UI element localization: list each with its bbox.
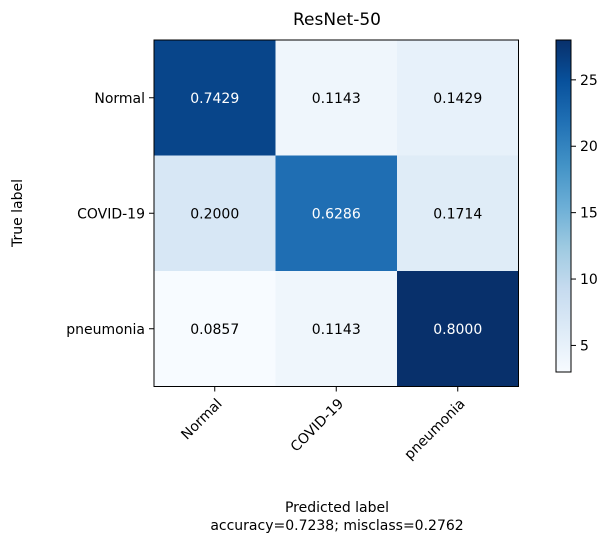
colorbar-tick-label: 10: [580, 272, 598, 288]
heatmap-cell: [154, 155, 276, 271]
chart-title: ResNet-50: [293, 10, 381, 30]
y-tick-label: Normal: [94, 91, 145, 107]
heatmap-cell: [275, 155, 397, 271]
heatmap-cell: [275, 271, 397, 387]
colorbar-tick-label: 5: [580, 338, 589, 354]
colorbar-gradient: [555, 39, 572, 373]
cell-value-label: 0.1143: [312, 91, 361, 107]
x-axis-label: Predicted label: [285, 500, 389, 516]
cell-value-label: 0.1429: [433, 91, 482, 107]
heatmap-cells: 0.7429 0.1143 0.1429 0.2000 0.6286 0.1714 0.08…: [153, 39, 519, 387]
cell-value-label: 0.6286: [312, 206, 361, 222]
x-tick-label: pneumonia: [402, 396, 469, 463]
cell-value-label: 0.1143: [312, 322, 361, 338]
cell-value-label: 0.7429: [190, 91, 239, 107]
x-tick-label: Normal: [178, 396, 225, 443]
heatmap-cell: [154, 271, 276, 387]
colorbar: 5 10 15 20 25: [555, 39, 598, 373]
cell-value-label: 0.8000: [433, 322, 482, 338]
y-tick-label: COVID-19: [77, 206, 145, 222]
colorbar-tick-label: 15: [580, 206, 598, 222]
heatmap-cell: [275, 40, 397, 156]
heatmap-cell: [397, 271, 519, 387]
accuracy-summary: accuracy=0.7238; misclass=0.2762: [210, 518, 463, 534]
y-axis-ticks: Normal COVID-19 pneumonia: [66, 91, 154, 338]
heatmap-cell: [397, 40, 519, 156]
colorbar-tick-label: 20: [580, 139, 598, 155]
cell-value-label: 0.1714: [433, 206, 482, 222]
heatmap-cell: [154, 40, 276, 156]
cell-value-label: 0.2000: [190, 206, 239, 222]
y-axis-label: True label: [10, 179, 26, 248]
x-tick-label: COVID-19: [288, 396, 347, 455]
x-axis-ticks: Normal COVID-19 pneumonia: [178, 386, 469, 463]
heatmap-cell: [397, 155, 519, 271]
cell-value-label: 0.0857: [190, 322, 239, 338]
y-tick-label: pneumonia: [66, 322, 145, 338]
colorbar-tick-label: 25: [580, 73, 598, 89]
